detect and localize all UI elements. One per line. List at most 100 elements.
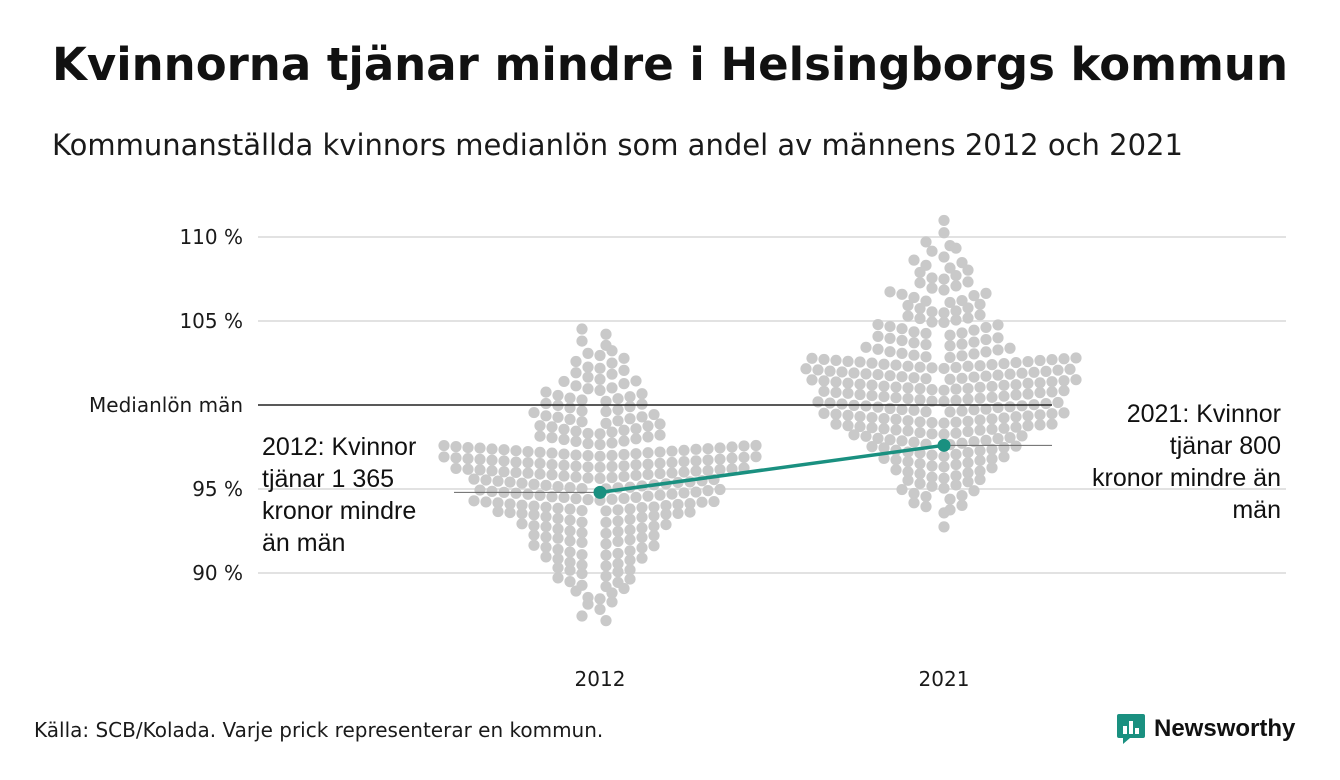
- municipality-dot-2012: [576, 549, 588, 561]
- municipality-dot-2012: [546, 432, 558, 444]
- municipality-dot-2012: [648, 520, 660, 532]
- municipality-dot-2012: [642, 420, 654, 432]
- municipality-dot-2012: [582, 361, 594, 373]
- municipality-dot-2021: [968, 324, 980, 336]
- municipality-dot-2012: [600, 516, 612, 529]
- municipality-dot-2021: [974, 414, 986, 426]
- municipality-dot-2021: [1040, 365, 1052, 377]
- municipality-dot-2021: [1010, 440, 1022, 452]
- municipality-dot-2012: [594, 461, 606, 473]
- municipality-dot-2021: [920, 501, 932, 513]
- municipality-dot-2021: [818, 385, 830, 397]
- municipality-dot-2012: [564, 525, 576, 537]
- municipality-dot-2021: [842, 409, 854, 421]
- municipality-dot-2021: [986, 462, 998, 474]
- municipality-dot-2012: [702, 485, 714, 497]
- municipality-dot-2012: [552, 389, 564, 402]
- municipality-dot-2012: [600, 560, 612, 572]
- municipality-dot-2012: [570, 585, 582, 597]
- municipality-dot-2021: [986, 423, 998, 435]
- municipality-dot-2021: [908, 404, 920, 416]
- municipality-dot-2012: [690, 443, 702, 455]
- municipality-dot-2012: [642, 431, 654, 443]
- municipality-dot-2021: [908, 326, 920, 338]
- municipality-dot-2012: [534, 468, 546, 480]
- y-tick-label: 105 %: [179, 309, 243, 333]
- municipality-dot-2021: [830, 354, 842, 367]
- municipality-dot-2021: [956, 372, 968, 384]
- municipality-dot-2012: [516, 518, 528, 530]
- municipality-dot-2012: [558, 459, 570, 471]
- municipality-dot-2021: [980, 370, 992, 382]
- municipality-dot-2021: [1046, 354, 1058, 366]
- municipality-dot-2021: [902, 360, 914, 372]
- municipality-dot-2021: [1046, 376, 1058, 388]
- municipality-dot-2012: [558, 375, 570, 388]
- municipality-dot-2012: [612, 547, 624, 560]
- municipality-dot-2012: [450, 462, 462, 475]
- municipality-dot-2021: [1022, 410, 1034, 422]
- municipality-dot-2021: [974, 392, 986, 404]
- municipality-dot-2021: [938, 251, 950, 263]
- municipality-dot-2012: [726, 463, 738, 475]
- municipality-dot-2021: [884, 332, 896, 344]
- municipality-dot-2021: [878, 423, 890, 435]
- municipality-dot-2021: [944, 406, 956, 418]
- municipality-dot-2021: [890, 413, 902, 425]
- municipality-dot-2021: [992, 433, 1004, 445]
- municipality-dot-2021: [956, 350, 968, 362]
- municipality-dot-2012: [540, 521, 552, 533]
- municipality-dot-2021: [986, 391, 998, 403]
- municipality-dot-2021: [878, 380, 890, 392]
- municipality-dot-2012: [510, 456, 522, 468]
- municipality-dot-2021: [902, 425, 914, 437]
- municipality-dot-2021: [896, 347, 908, 359]
- municipality-dot-2012: [690, 486, 702, 498]
- municipality-dot-2021: [1004, 342, 1016, 354]
- municipality-dot-2012: [606, 368, 618, 380]
- municipality-dot-2012: [486, 443, 498, 455]
- municipality-dot-2012: [624, 503, 636, 515]
- municipality-dot-2012: [708, 495, 720, 508]
- municipality-dot-2012: [564, 576, 576, 588]
- municipality-dot-2021: [1058, 353, 1070, 365]
- municipality-dot-2012: [564, 514, 576, 526]
- municipality-dot-2012: [618, 435, 630, 447]
- municipality-dot-2012: [528, 509, 540, 521]
- municipality-dot-2012: [582, 438, 594, 450]
- brand[interactable]: Newsworthy: [1116, 712, 1295, 746]
- municipality-dot-2012: [570, 493, 582, 505]
- municipality-dot-2012: [618, 364, 630, 376]
- municipality-dot-2012: [546, 469, 558, 481]
- municipality-dot-2012: [642, 447, 654, 459]
- municipality-dot-2012: [516, 507, 528, 520]
- municipality-dot-2012: [594, 603, 606, 615]
- municipality-dot-2021: [920, 295, 932, 307]
- municipality-dot-2012: [510, 487, 522, 499]
- municipality-dot-2012: [510, 445, 522, 457]
- municipality-dot-2021: [968, 404, 980, 416]
- municipality-dot-2012: [624, 513, 636, 525]
- municipality-dot-2021: [938, 472, 950, 484]
- municipality-dot-2012: [504, 498, 516, 510]
- municipality-dot-2012: [654, 457, 666, 469]
- municipality-dot-2012: [702, 454, 714, 466]
- municipality-dot-2021: [944, 373, 956, 385]
- municipality-dot-2012: [552, 543, 564, 556]
- municipality-dot-2012: [570, 435, 582, 447]
- municipality-dot-2012: [750, 451, 762, 463]
- municipality-dot-2021: [884, 346, 896, 358]
- municipality-dot-2012: [552, 512, 564, 525]
- municipality-dot-2021: [962, 446, 974, 459]
- municipality-dot-2012: [648, 510, 660, 522]
- municipality-dot-2012: [564, 564, 576, 576]
- municipality-dot-2021: [956, 405, 968, 417]
- reference-line-label: Medianlön män: [89, 393, 243, 417]
- municipality-dot-2021: [1034, 387, 1046, 399]
- municipality-dot-2021: [914, 426, 926, 439]
- municipality-dot-2021: [926, 245, 938, 257]
- municipality-dot-2021: [890, 454, 902, 466]
- municipality-dot-2012: [726, 441, 738, 453]
- municipality-dot-2012: [576, 527, 588, 539]
- municipality-dot-2021: [926, 395, 938, 407]
